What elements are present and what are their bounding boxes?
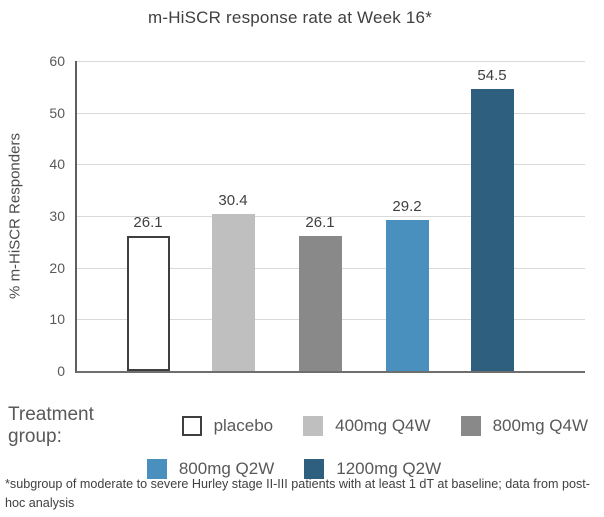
chart-title: m-HiSCR response rate at Week 16* (147, 8, 433, 27)
legend-row-1: Treatment group: placebo 400mg Q4W 800mg Q… (0, 404, 604, 448)
legend-item-400mg-q4w: 400mg Q4W (303, 416, 431, 436)
bar-value-label: 29.2 (392, 198, 422, 216)
y-tick-label: 40 (49, 156, 65, 173)
footnote: *subgroup of moderate to severe Hurley s… (5, 477, 590, 510)
y-tick-label: 50 (49, 104, 65, 121)
bar-800mg-q2w (385, 220, 429, 371)
bar-value-label: 30.4 (218, 191, 248, 209)
gridline (77, 112, 585, 114)
y-tick-label: 10 (49, 311, 65, 328)
legend-swatch-icon (181, 416, 202, 436)
plot-area: % m-HiSCR Responders 0 10 20 30 40 50 60 26.1 30… (7, 53, 585, 379)
y-tick-label: 60 (49, 53, 65, 69)
legend-row-2: 800mg Q2W 1200mg Q2W (0, 459, 604, 479)
legend-item-placebo: placebo (181, 416, 274, 436)
y-tick-label: 30 (49, 208, 65, 224)
bar-1200mg-q2w (470, 89, 514, 371)
legend: Treatment group: placebo 400mg Q4W 800mg Q… (0, 404, 604, 479)
bar-value-label: 54.5 (477, 67, 507, 85)
legend-item-label: 800mg Q4W (492, 416, 588, 435)
gridline (77, 164, 585, 166)
legend-item-800mg-q2w: 800mg Q2W (146, 459, 275, 479)
bar-value-label: 26.1 (133, 214, 163, 232)
legend-swatch-icon (146, 459, 167, 479)
legend-item-label: 800mg Q2W (178, 459, 275, 478)
bar-400mg-q4w (211, 213, 255, 371)
gridline (77, 61, 585, 62)
legend-title: Treatment group: (8, 404, 94, 447)
y-tick-label: 0 (57, 363, 65, 379)
legend-item-label: 1200mg Q2W (336, 459, 442, 478)
bar-placebo (126, 236, 170, 371)
bar-value-label: 26.1 (305, 214, 335, 232)
legend-item-label: 400mg Q4W (335, 416, 431, 435)
gridline (77, 216, 585, 217)
y-tick-label: 20 (49, 259, 65, 276)
legend-swatch-icon (460, 416, 481, 436)
legend-swatch-icon (303, 416, 324, 436)
legend-item-1200mg-q2w: 1200mg Q2W (304, 459, 441, 479)
bar-800mg-q4w (298, 236, 342, 371)
legend-item-label: placebo (213, 416, 274, 435)
legend-swatch-icon (304, 459, 325, 479)
legend-item-800mg-q4w: 800mg Q4W (460, 416, 588, 436)
